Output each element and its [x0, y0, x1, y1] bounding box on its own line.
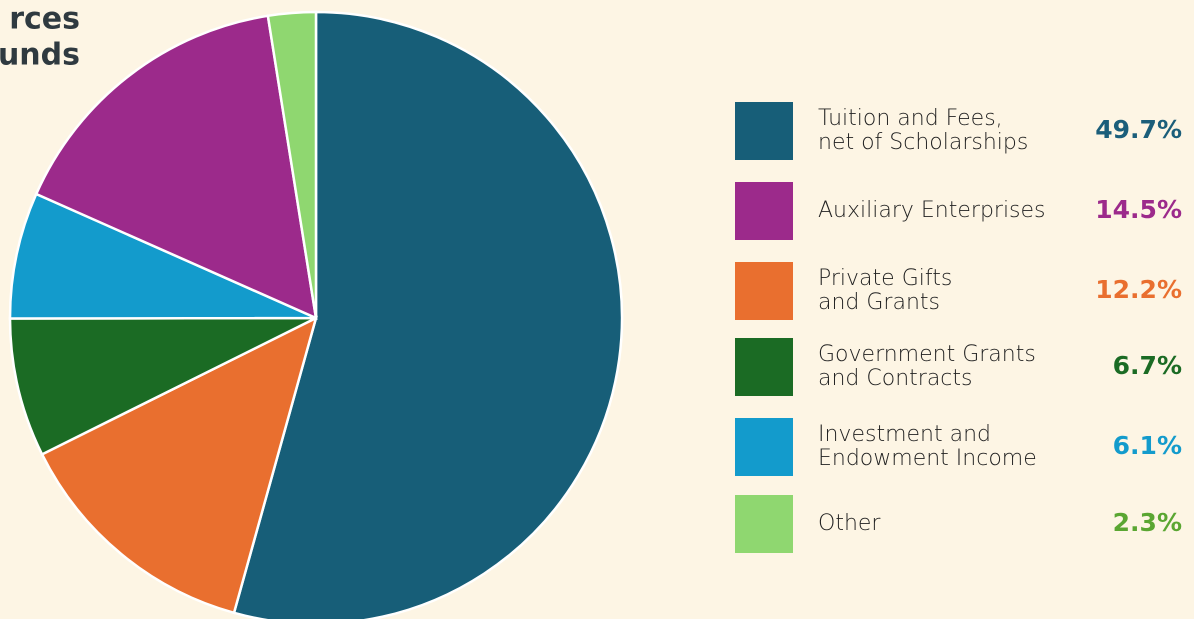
value-label: 14.5% [1095, 195, 1182, 224]
value-label: 12.2% [1095, 275, 1182, 304]
pie-slice [40, 315, 318, 615]
chart-title: unds [0, 38, 80, 73]
value-label: 6.7% [1113, 351, 1182, 380]
legend-swatch [735, 262, 793, 320]
legend-label: Other [818, 511, 881, 536]
pie-slice [34, 14, 318, 321]
legend-label: and Contracts [818, 366, 972, 391]
pie-slice [8, 192, 317, 320]
legend-swatch [735, 102, 793, 160]
legend-swatch [735, 338, 793, 396]
legend-label: Investment and [818, 422, 991, 447]
legend-swatch [735, 182, 793, 240]
chart-title: rces [9, 2, 80, 37]
legend-label: Private Gifts [818, 266, 952, 291]
pie-slice [8, 316, 317, 457]
legend-swatch [735, 418, 793, 476]
legend-label: Tuition and Fees, [818, 106, 1003, 131]
pie-slice [232, 10, 624, 619]
legend-label: Auxiliary Enterprises [818, 198, 1046, 223]
value-label: 6.1% [1113, 431, 1182, 460]
legend-label: and Grants [818, 290, 940, 315]
legend-label: Government Grants [818, 342, 1036, 367]
legend-swatch [735, 495, 793, 553]
pie-slice [266, 10, 318, 319]
value-label: 2.3% [1113, 508, 1182, 537]
legend-label: Endowment Income [818, 446, 1037, 471]
legend-label: net of Scholarships [818, 130, 1028, 155]
value-label: 49.7% [1095, 115, 1182, 144]
